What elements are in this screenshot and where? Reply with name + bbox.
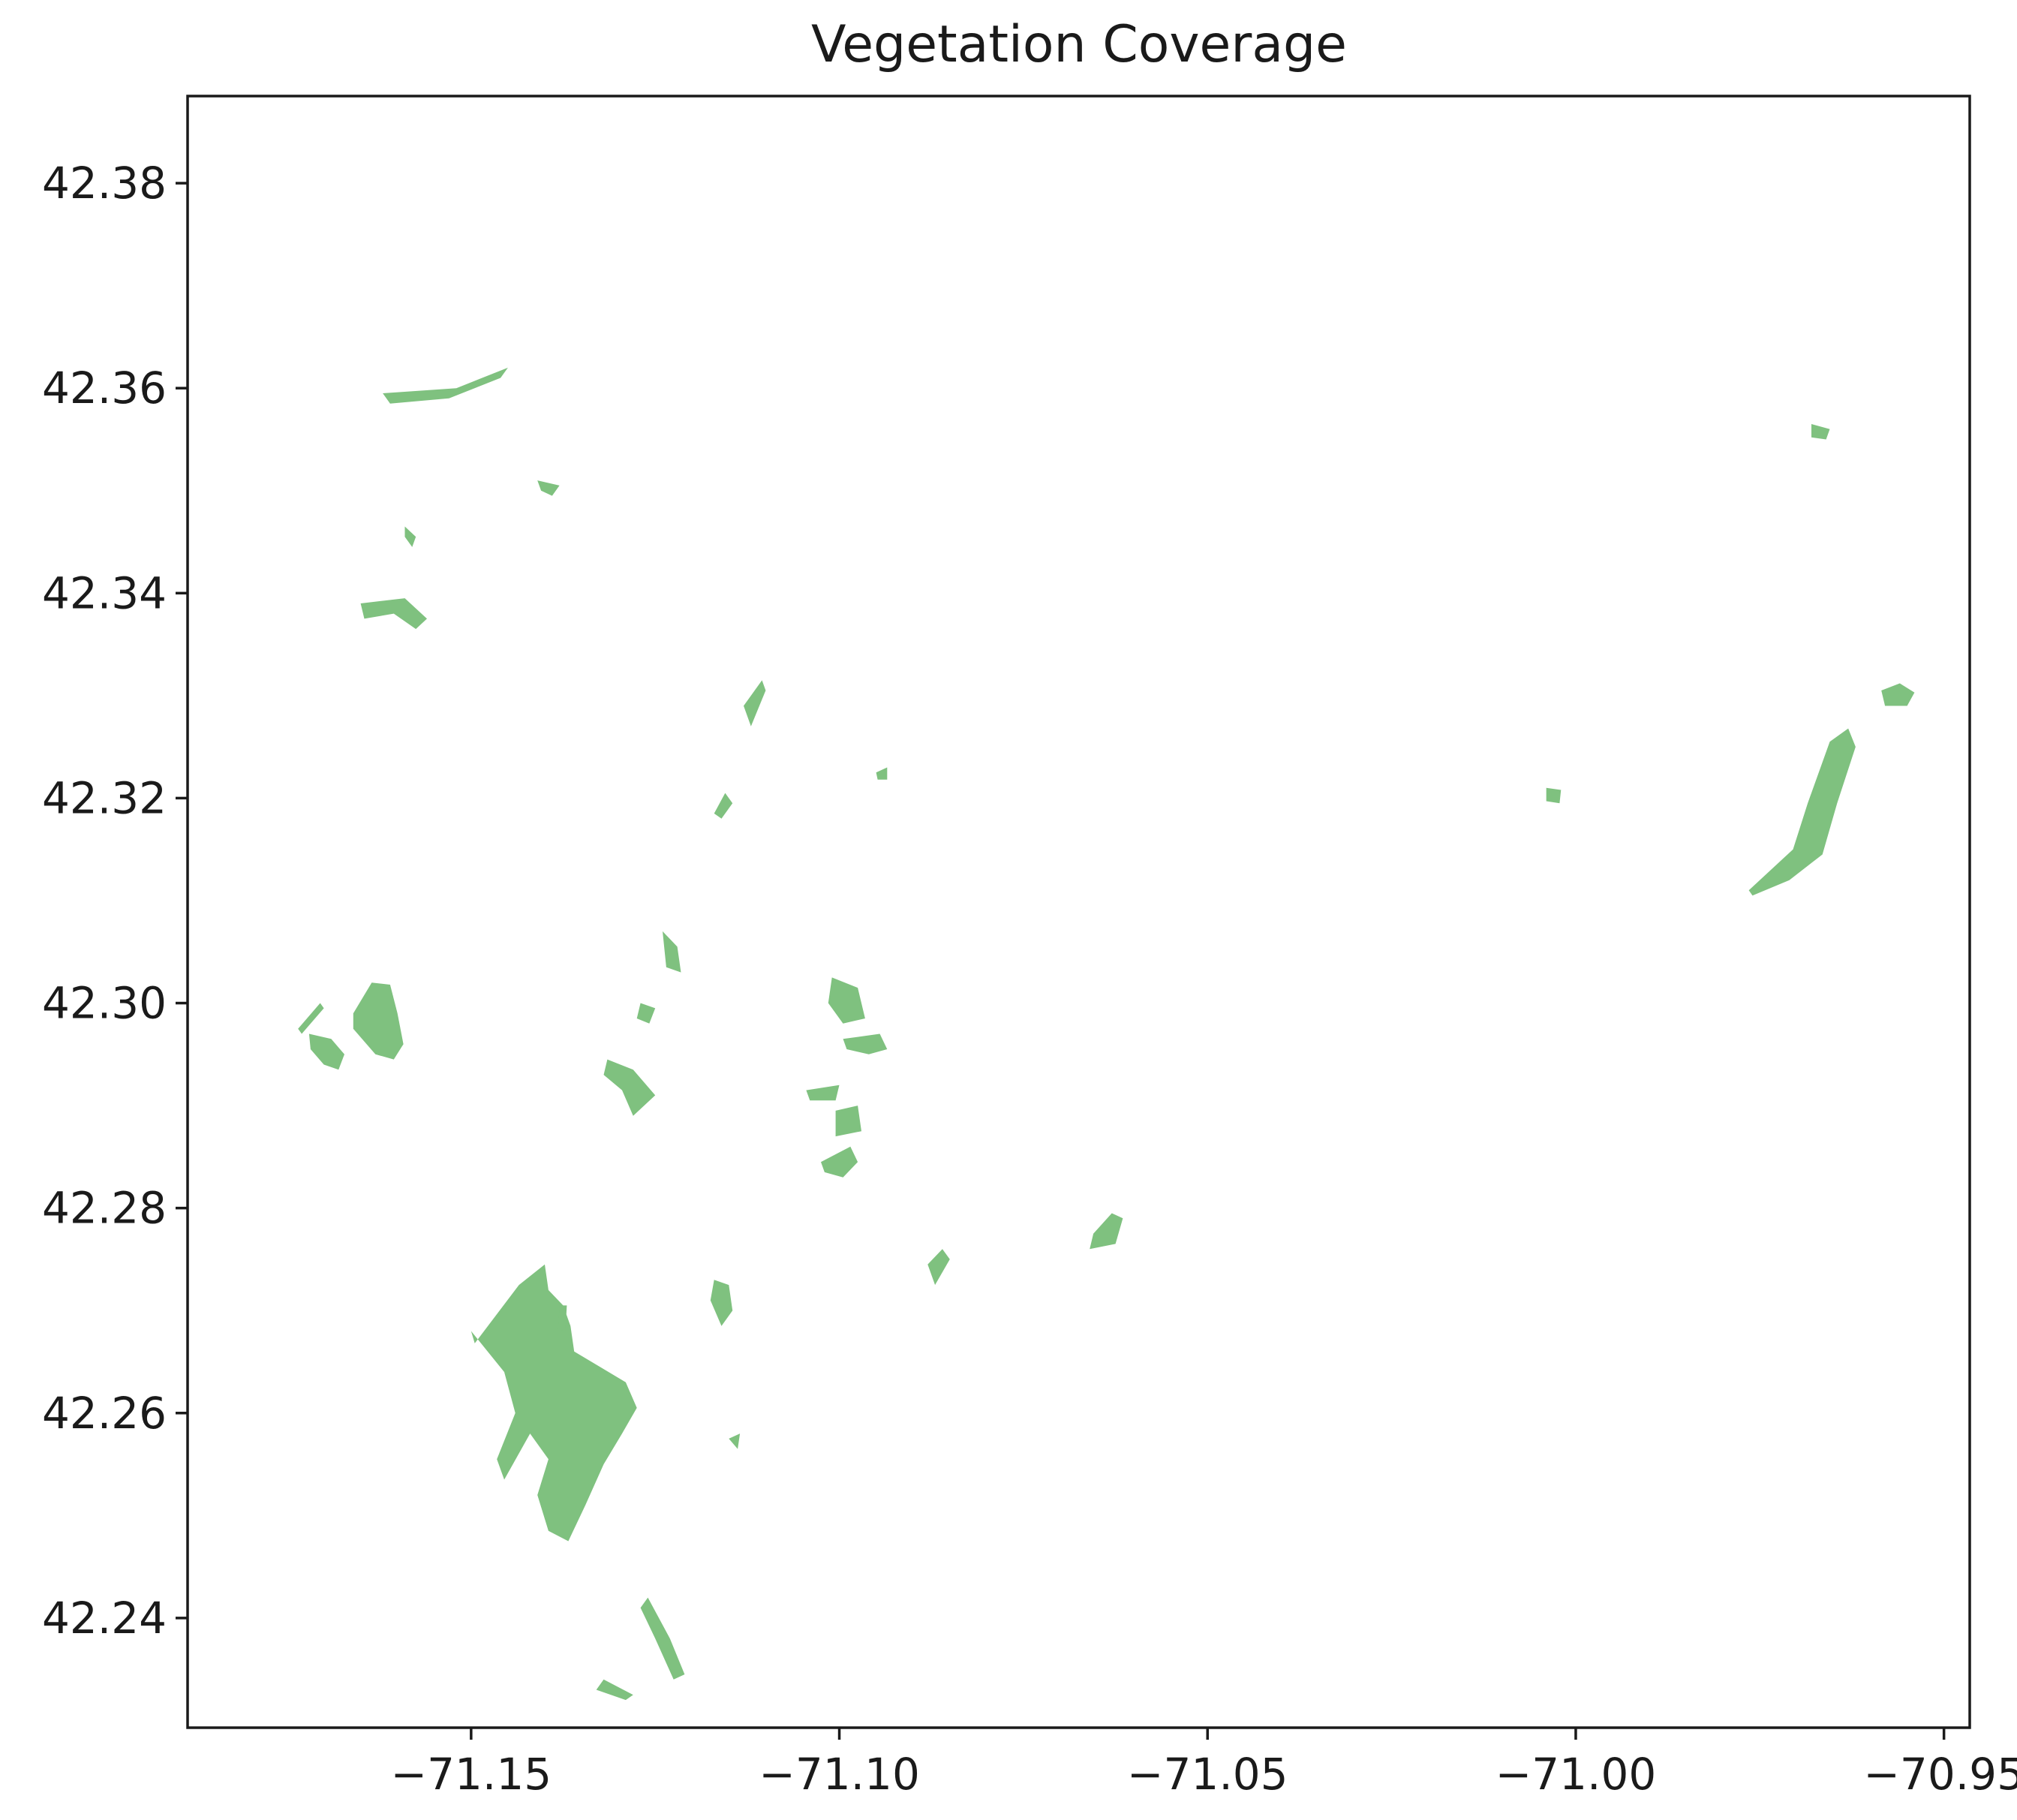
vegetation-patch-central-h [710, 1280, 733, 1326]
x-tick-label: −71.15 [391, 1749, 552, 1800]
y-tick-label: 42.34 [42, 567, 167, 618]
y-tick-label: 42.26 [42, 1388, 167, 1439]
vegetation-patch-mid-b [714, 793, 733, 819]
axis-ticks: −71.15 −71.10 −71.05 −71.00 −70.95 42.38 42.36… [42, 158, 2017, 1800]
vegetation-patch-mid-a [744, 680, 766, 726]
vegetation-patch-south-b [596, 1679, 633, 1701]
chart-title: Vegetation Coverage [811, 15, 1347, 74]
vegetation-patch-central-d [843, 1033, 888, 1054]
vegetation-patch-north-a [360, 598, 427, 630]
vegetation-patch-south-c [729, 1433, 741, 1449]
vegetation-patch-central-b [636, 1003, 656, 1024]
vegetation-patch-north-c [537, 480, 560, 496]
vegetation-patch-north-d [404, 526, 416, 547]
vegetation-patch-east-ellipse [1881, 683, 1915, 706]
vegetation-patch-southwest-large [470, 1264, 637, 1542]
vegetation-patch-south-a [640, 1597, 685, 1680]
vegetation-patch-mid-c [876, 767, 888, 780]
vegetation-patches [298, 367, 1915, 1701]
vegetation-patch-southeast-a [1090, 1213, 1123, 1250]
y-tick-label: 42.24 [42, 1593, 167, 1644]
vegetation-patch-west-c [298, 1003, 324, 1034]
vegetation-patch-east-island [1748, 728, 1856, 896]
vegetation-patch-central-e [806, 1084, 840, 1101]
vegetation-patch-central-c [828, 977, 865, 1024]
vegetation-patch-central-g [821, 1146, 858, 1178]
x-tick-label: −70.95 [1863, 1749, 2017, 1800]
vegetation-patch-center-sw [558, 1305, 567, 1331]
y-tick-label: 42.28 [42, 1183, 167, 1234]
vegetation-patch-east-small [1546, 787, 1562, 804]
y-tick-label: 42.38 [42, 158, 167, 209]
vegetation-patch-central-a [603, 1059, 656, 1116]
vegetation-patch-north-b [383, 367, 508, 404]
y-tick-label: 42.36 [42, 362, 167, 414]
vegetation-patch-northeast-a [1811, 424, 1830, 440]
vegetation-patch-southeast-b [927, 1249, 950, 1286]
x-tick-label: −71.00 [1495, 1749, 1657, 1800]
vegetation-patch-west-b [308, 1033, 344, 1070]
y-tick-label: 42.30 [42, 978, 167, 1029]
vegetation-patch-west-a [353, 982, 404, 1060]
y-tick-label: 42.32 [42, 772, 167, 823]
x-tick-label: −71.05 [1127, 1749, 1288, 1800]
x-tick-label: −71.10 [759, 1749, 920, 1800]
vegetation-patch-central-i [663, 931, 681, 973]
plot-frame [186, 95, 1971, 1729]
vegetation-patch-central-f [835, 1106, 861, 1137]
